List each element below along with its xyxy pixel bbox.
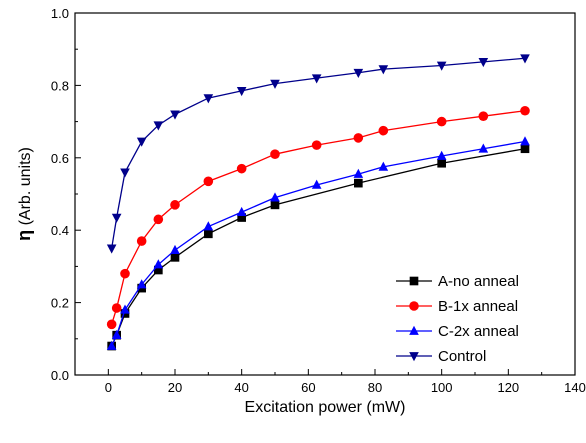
series-line [111, 140, 526, 347]
y-axis-label: η (Arb. units) [14, 147, 34, 241]
data-point [270, 200, 280, 210]
y-tick-label: 0.8 [51, 78, 69, 93]
legend-marker [409, 301, 419, 311]
data-point [353, 168, 364, 178]
data-point [354, 178, 363, 188]
data-point [153, 214, 164, 225]
legend-marker [409, 276, 419, 286]
legend-marker [409, 352, 419, 362]
data-point [520, 144, 530, 154]
y-tick-label: 0.6 [51, 151, 69, 166]
data-point [478, 143, 489, 153]
data-point [237, 213, 246, 222]
x-tick-label: 80 [368, 380, 382, 395]
y-tick-label: 0.0 [51, 368, 69, 383]
data-point [311, 140, 322, 150]
data-point [311, 179, 322, 189]
data-point [203, 176, 214, 187]
data-point [154, 265, 163, 275]
data-point [153, 259, 164, 269]
data-point [436, 150, 447, 160]
y-axis-label-symbol: η [14, 230, 34, 241]
data-point [170, 253, 180, 262]
data-point [136, 279, 147, 289]
data-point [204, 229, 213, 239]
series-3 [106, 54, 530, 254]
data-point [120, 268, 130, 279]
data-point [236, 163, 247, 174]
series-line [111, 57, 526, 249]
data-point [106, 244, 117, 254]
data-point [111, 303, 122, 313]
data-point [111, 329, 122, 340]
data-point [520, 54, 530, 64]
data-point [378, 161, 389, 171]
data-point [378, 125, 389, 136]
data-point [170, 110, 180, 120]
data-point [436, 61, 447, 71]
legend-entry: C-2x anneal [396, 323, 519, 340]
y-tick-label: 0.4 [51, 223, 69, 238]
data-point [136, 236, 147, 246]
legend-label: Control [438, 348, 486, 365]
legend-label: C-2x anneal [438, 323, 519, 340]
legend-entry: B-1x anneal [396, 298, 518, 315]
series-0 [107, 144, 530, 351]
data-point [436, 116, 447, 127]
data-point [106, 319, 117, 330]
data-point [270, 149, 280, 159]
legend-label: B-1x anneal [438, 298, 518, 315]
series-2 [106, 136, 530, 350]
x-tick-label: 140 [564, 380, 586, 395]
data-point [120, 168, 130, 178]
data-point [478, 111, 489, 121]
data-point [270, 79, 280, 89]
data-point [153, 121, 164, 131]
x-tick-label: 40 [234, 380, 248, 395]
data-point [136, 137, 147, 147]
data-point [203, 94, 214, 104]
data-point [437, 158, 446, 168]
legend-entry: Control [396, 348, 486, 365]
tick-layer: 0 20 40 60 80 100 120 140 0.0 0.2 0.4 0.6 0.8 1.0 [51, 6, 586, 395]
x-tick-label: 20 [168, 380, 182, 395]
y-axis-label-text: (Arb. units) [17, 147, 34, 230]
data-point [270, 192, 280, 202]
legend-label: A-no anneal [438, 273, 519, 290]
data-point [478, 58, 489, 68]
data-point [353, 133, 364, 143]
legend: A-no anneal B-1x anneal C-2x anneal Control [396, 273, 519, 365]
data-point [106, 340, 117, 350]
x-tick-label: 100 [431, 380, 453, 395]
series-1 [106, 105, 530, 330]
data-point [236, 206, 247, 216]
data-point [111, 213, 122, 223]
legend-marker [409, 325, 419, 335]
data-point [170, 244, 180, 254]
data-point [203, 221, 214, 231]
data-point [353, 68, 364, 79]
data-point [311, 74, 322, 84]
x-tick-label: 60 [301, 380, 315, 395]
y-tick-label: 0.2 [51, 296, 69, 311]
data-point [170, 200, 180, 210]
legend-entry: A-no anneal [396, 273, 519, 290]
x-axis-label: Excitation power (mW) [245, 399, 406, 416]
data-point [520, 105, 530, 116]
data-point [520, 136, 530, 146]
x-tick-label: 0 [105, 380, 112, 395]
data-point [236, 86, 247, 97]
data-point [120, 304, 130, 314]
plot-frame [74, 12, 576, 376]
series-layer [106, 54, 530, 351]
y-tick-label: 1.0 [51, 6, 69, 21]
x-tick-label: 120 [497, 380, 519, 395]
data-point [378, 65, 389, 75]
